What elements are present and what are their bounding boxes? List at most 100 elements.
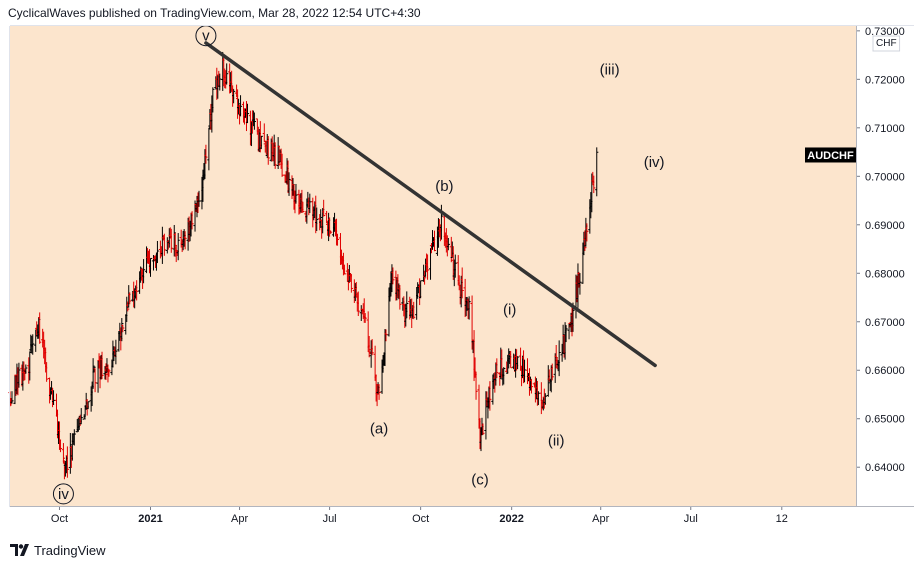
ohlc-bar [135,280,139,301]
ohlc-bar [384,329,388,342]
ohlc-bar [280,153,284,177]
ohlc-bar [583,230,587,251]
ohlc-bar [211,87,215,113]
ohlc-bar [301,201,305,213]
plot-area[interactable] [10,26,856,506]
ohlc-bar [93,368,97,393]
ohlc-bar [236,98,241,115]
ohlc-bar [370,339,374,356]
wave-labels: v iv (a) (b) (c) (i) (ii) (iii) (iv) [52,25,665,505]
wave-label: (i) [503,302,516,319]
ohlc-bar [564,325,568,343]
footer: TradingView [10,541,106,559]
ohlc-bar [218,73,222,91]
ohlc-bar [266,136,270,165]
ohlc-bars [8,51,599,480]
ohlc-bar [28,351,32,381]
wave-label-circle [52,483,74,505]
ohlc-bar [31,334,35,355]
ohlc-bar [554,344,558,369]
time-tick-label: Oct [51,513,68,525]
ohlc-bar [595,147,599,197]
ohlc-bar [522,359,527,383]
price-tick-label: 0.68000 [865,268,905,280]
currency-label: CHF [876,38,897,49]
ohlc-bar [61,443,66,464]
ohlc-bar [232,89,236,104]
ohlc-bar [502,367,506,385]
ohlc-bar [245,103,250,124]
price-tick-label: 0.67000 [865,317,905,329]
ohlc-bar [79,408,83,425]
ohlc-bar [585,223,589,242]
ohlc-bar [86,401,90,410]
wave-label: iv [58,486,69,503]
symbol-badge[interactable] [805,147,856,163]
wave-label: (ii) [548,433,565,450]
ohlc-bar [51,390,56,405]
ohlc-bar [375,384,379,407]
ohlc-bar [58,439,63,453]
time-tick-label: 2021 [138,513,162,525]
ohlc-bar [128,292,132,305]
time-tick-label: Jul [323,513,337,525]
ohlc-bar [120,318,124,342]
time-tick-label: 12 [776,513,788,525]
ohlc-bar [319,209,323,228]
ohlc-bar [259,135,263,150]
price-axis[interactable]: 0.64000 0.65000 0.66000 0.67000 0.68000 0.690… [856,26,905,474]
time-tick-label: Jul [684,513,698,525]
ohlc-bar [252,112,256,130]
price-tick-label: 0.65000 [865,414,905,426]
ohlc-bar [488,381,492,411]
ohlc-bar [446,237,450,251]
ohlc-bar [328,217,332,237]
time-tick-label: 2022 [499,513,523,525]
ohlc-bar [176,233,180,261]
ohlc-bar [110,359,114,376]
ohlc-bar [162,233,166,256]
ohlc-bar [238,95,243,117]
ohlc-bar [24,364,28,374]
ohlc-bar [561,324,565,354]
ohlc-bar [557,340,561,377]
ohlc-bar [495,358,499,379]
ohlc-bar [346,268,350,291]
wave-label: (a) [370,420,388,437]
time-axis[interactable]: Oct 2021 Apr Jul Oct 2022 Apr Jul 12 [51,506,788,525]
descending-trendline[interactable] [204,41,657,368]
price-tick-label: 0.66000 [865,365,905,377]
ohlc-bar [169,228,173,253]
ohlc-bar [550,363,554,381]
wave-label: (iii) [600,62,620,79]
ohlc-bar [151,254,156,271]
ohlc-bar [183,231,187,250]
ohlc-bar [481,423,485,435]
currency-badge [872,35,901,52]
price-badges: AUDCHF [805,147,856,163]
ohlc-bar [315,207,319,231]
ohlc-bar [509,350,513,369]
ohlc-bar [287,172,291,196]
ohlc-bar [405,291,409,319]
ohlc-bar [474,371,478,400]
symbol-badge-label: AUDCHF [807,150,854,162]
ohlc-bar [294,183,298,204]
wave-label: v [202,28,210,45]
ohlc-bar [121,324,125,333]
ohlc-bar [356,291,360,317]
tradingview-logo-icon[interactable] [10,544,30,556]
ohlc-bar [367,336,371,358]
ohlc-bar [114,339,118,365]
ohlc-bar [412,301,416,320]
ohlc-bar [126,301,130,312]
ohlc-bar [363,313,367,323]
ohlc-bar [425,254,430,280]
wave-label: (b) [435,178,453,195]
wave-label: (iv) [644,154,665,171]
ohlc-bar [335,233,340,246]
ohlc-bar [148,257,153,277]
ohlc-bar [10,391,14,404]
